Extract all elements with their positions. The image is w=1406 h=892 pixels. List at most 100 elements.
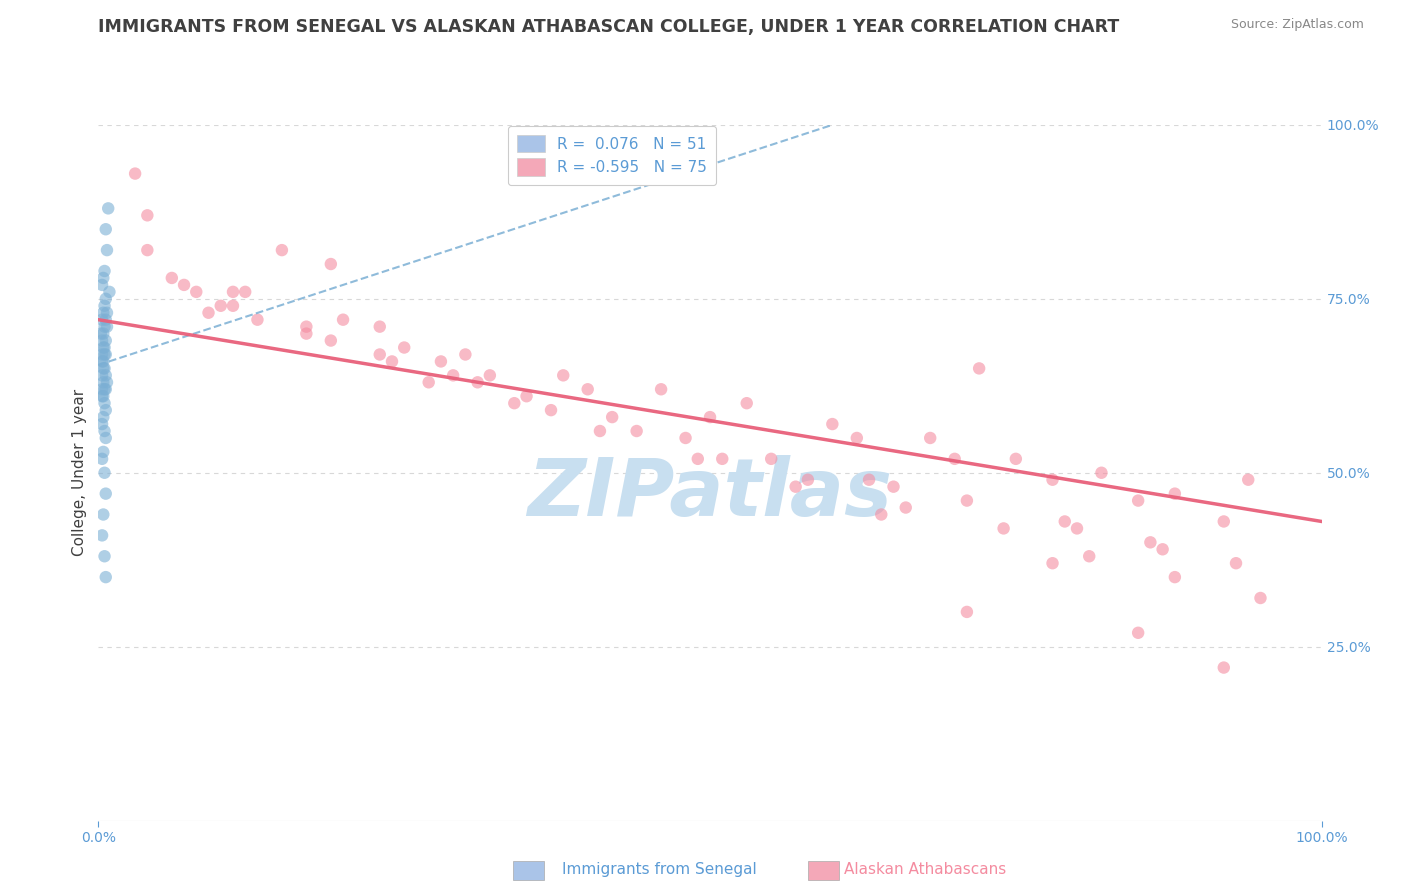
Point <box>124 167 146 181</box>
Point <box>246 312 269 326</box>
Point <box>993 521 1015 535</box>
Point <box>553 368 575 383</box>
Point <box>96 306 118 320</box>
Point <box>540 403 562 417</box>
Text: ZIPatlas: ZIPatlas <box>527 455 893 533</box>
Point <box>96 243 118 257</box>
Point <box>589 424 612 438</box>
Point <box>1128 493 1150 508</box>
Point <box>91 445 114 459</box>
Point <box>91 326 114 341</box>
Point <box>1225 556 1247 570</box>
Point <box>319 334 342 348</box>
Point <box>93 299 115 313</box>
Point <box>650 382 672 396</box>
Point <box>91 277 114 292</box>
Point <box>418 376 440 390</box>
Point <box>96 376 118 390</box>
Point <box>467 376 489 390</box>
Point <box>1237 473 1260 487</box>
Point <box>91 334 114 348</box>
Point <box>91 417 114 431</box>
Point <box>1004 451 1026 466</box>
Point <box>967 361 990 376</box>
Point <box>1128 625 1150 640</box>
Point <box>91 312 114 326</box>
Point <box>1042 473 1064 487</box>
Point <box>943 451 966 466</box>
Point <box>319 257 342 271</box>
Point <box>1053 515 1076 529</box>
Point <box>93 549 115 564</box>
Point <box>136 243 159 257</box>
Point <box>956 493 979 508</box>
Point <box>94 292 117 306</box>
Point <box>91 341 114 355</box>
Point <box>735 396 758 410</box>
Point <box>94 570 117 584</box>
Point <box>93 396 115 410</box>
Point <box>1078 549 1101 564</box>
Point <box>91 368 114 383</box>
Point <box>956 605 979 619</box>
Text: Source: ZipAtlas.com: Source: ZipAtlas.com <box>1230 18 1364 31</box>
Point <box>91 528 114 542</box>
Point <box>91 361 114 376</box>
Point <box>98 285 121 299</box>
Point <box>368 347 391 361</box>
Point <box>136 208 159 222</box>
Point <box>93 319 115 334</box>
Point <box>332 312 354 326</box>
Point <box>91 376 114 390</box>
Text: Immigrants from Senegal: Immigrants from Senegal <box>562 863 758 877</box>
Point <box>686 451 709 466</box>
Point <box>1090 466 1112 480</box>
Point <box>96 319 118 334</box>
Point <box>91 271 114 285</box>
Point <box>699 410 721 425</box>
Point <box>93 341 115 355</box>
Point <box>91 347 114 361</box>
Point <box>91 451 114 466</box>
Point <box>160 271 183 285</box>
Point <box>91 354 114 368</box>
Point <box>761 451 783 466</box>
Y-axis label: College, Under 1 year: College, Under 1 year <box>72 389 87 557</box>
Point <box>600 410 623 425</box>
Point <box>368 319 391 334</box>
Point <box>93 347 115 361</box>
Point <box>186 285 208 299</box>
Point <box>209 299 232 313</box>
Point <box>845 431 868 445</box>
Point <box>1249 591 1271 605</box>
Point <box>94 403 117 417</box>
Point <box>503 396 526 410</box>
Point <box>233 285 256 299</box>
Point <box>626 424 648 438</box>
Point <box>93 361 115 376</box>
Point <box>392 341 416 355</box>
Point <box>97 202 120 216</box>
Point <box>90 326 112 341</box>
Point <box>94 347 117 361</box>
Point <box>430 354 453 368</box>
Point <box>1152 542 1174 557</box>
Legend: R =  0.076   N = 51, R = -0.595   N = 75: R = 0.076 N = 51, R = -0.595 N = 75 <box>508 126 716 186</box>
Point <box>711 451 734 466</box>
Point <box>91 382 114 396</box>
Point <box>94 382 117 396</box>
Point <box>94 334 117 348</box>
Point <box>441 368 464 383</box>
Point <box>222 285 245 299</box>
Point <box>91 354 114 368</box>
Point <box>478 368 501 383</box>
Point <box>91 508 114 522</box>
Point <box>883 480 905 494</box>
Point <box>197 306 219 320</box>
Point <box>295 319 318 334</box>
Point <box>381 354 404 368</box>
Point <box>93 382 115 396</box>
Point <box>920 431 942 445</box>
Text: IMMIGRANTS FROM SENEGAL VS ALASKAN ATHABASCAN COLLEGE, UNDER 1 YEAR CORRELATION : IMMIGRANTS FROM SENEGAL VS ALASKAN ATHAB… <box>98 18 1119 36</box>
Point <box>576 382 599 396</box>
